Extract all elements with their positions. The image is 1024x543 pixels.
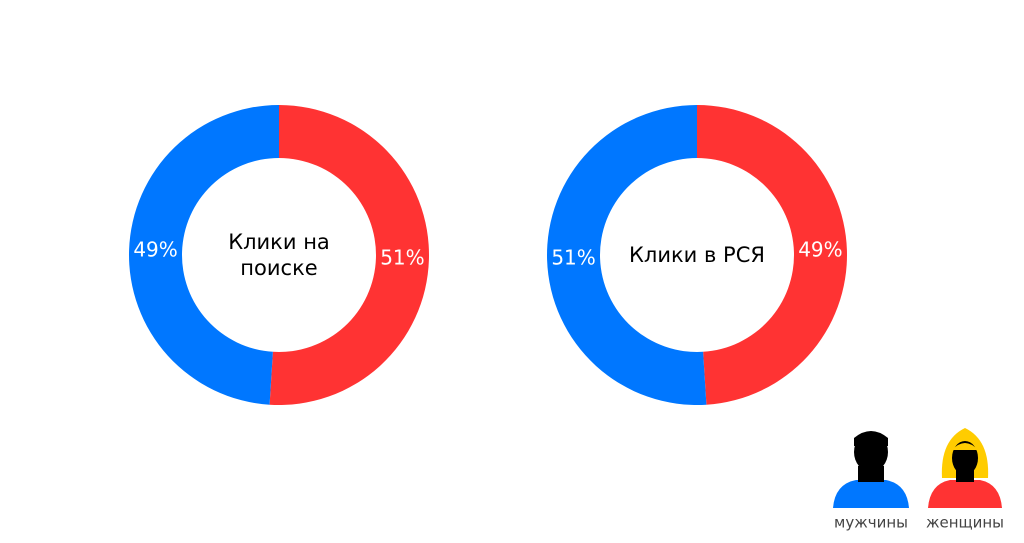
data-label: 49%	[133, 238, 177, 262]
chart-title: Клики в РСЯ	[629, 243, 765, 267]
data-label: 51%	[380, 245, 424, 269]
data-label: 49%	[798, 238, 842, 262]
donut-segment	[697, 104, 848, 405]
data-label: 51%	[551, 245, 595, 269]
legend-icon-men	[833, 431, 909, 508]
legend-label: женщины	[926, 514, 1004, 532]
donut-segment	[547, 105, 707, 405]
legend-label: мужчины	[834, 514, 908, 532]
chart-title: Клики на поиске	[228, 230, 330, 280]
legend-icon-women	[928, 428, 1002, 508]
donut-segment	[128, 105, 279, 405]
donut-segment	[269, 105, 429, 405]
